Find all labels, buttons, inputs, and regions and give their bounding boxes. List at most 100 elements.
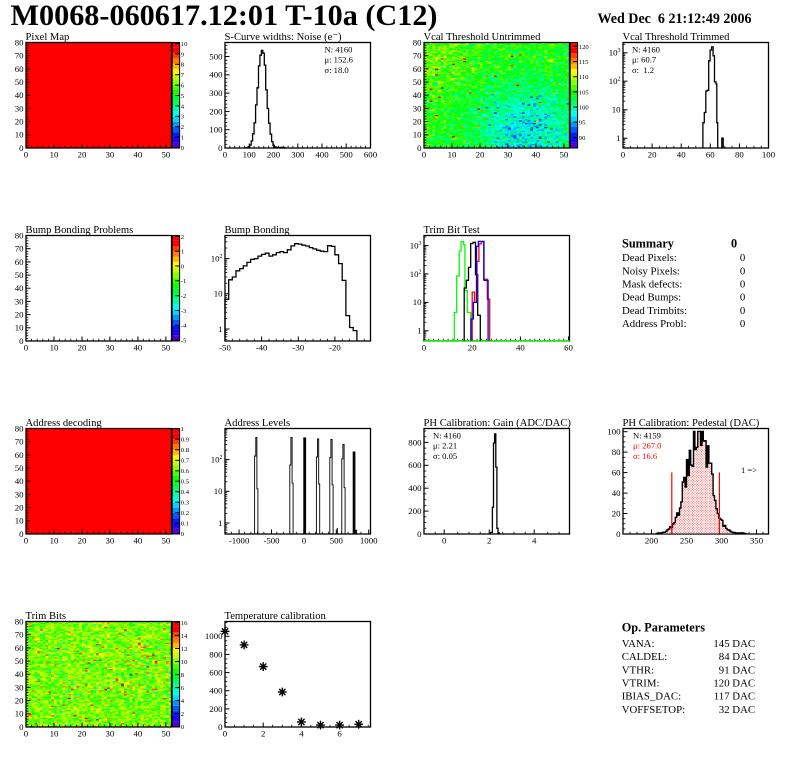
svg-text:3: 3: [181, 114, 185, 121]
svg-text:103: 103: [609, 48, 621, 58]
svg-text:95: 95: [579, 120, 586, 127]
svg-text:10: 10: [15, 709, 24, 719]
svg-text:500: 500: [330, 536, 344, 546]
svg-text:117 DAC: 117 DAC: [714, 691, 755, 703]
svg-text:6: 6: [337, 729, 342, 739]
svg-text:Dead Pixels:: Dead Pixels:: [622, 252, 677, 264]
svg-text:400: 400: [209, 70, 223, 80]
svg-text:-40: -40: [256, 343, 268, 353]
svg-text:200: 200: [209, 704, 223, 714]
svg-text:0.3: 0.3: [181, 500, 190, 507]
svg-text:5: 5: [181, 93, 185, 100]
svg-text:1: 1: [181, 135, 184, 142]
svg-text:0.7: 0.7: [181, 458, 190, 465]
svg-text:40: 40: [516, 343, 525, 353]
svg-text:10: 10: [15, 323, 24, 333]
svg-text:84 DAC: 84 DAC: [719, 651, 755, 663]
svg-text:σ: 16.6: σ: 16.6: [633, 451, 658, 461]
svg-text:Wed Dec 6 21:12:49 2006: Wed Dec 6 21:12:49 2006: [598, 11, 752, 27]
svg-text:800: 800: [209, 649, 223, 659]
svg-text:N: 4160: N: 4160: [632, 44, 660, 54]
svg-text:600: 600: [209, 668, 223, 678]
svg-text:102: 102: [211, 254, 223, 264]
svg-text:Vcal Threshold Trimmed: Vcal Threshold Trimmed: [623, 32, 731, 43]
svg-text:30: 30: [106, 343, 115, 353]
svg-text:Noisy Pixels:: Noisy Pixels:: [622, 265, 680, 277]
svg-text:102: 102: [211, 455, 223, 465]
svg-text:105: 105: [579, 89, 590, 96]
svg-text:50: 50: [162, 150, 171, 160]
svg-text:10: 10: [181, 659, 188, 666]
svg-text:10: 10: [214, 289, 223, 299]
svg-text:0: 0: [740, 305, 745, 317]
svg-text:0: 0: [24, 343, 29, 353]
svg-text:Dead Trimbits:: Dead Trimbits:: [622, 305, 687, 317]
svg-text:200: 200: [645, 536, 659, 546]
svg-text:40: 40: [677, 150, 686, 160]
svg-text:250: 250: [680, 536, 694, 546]
svg-text:90: 90: [579, 135, 586, 142]
svg-text:1 =>: 1 =>: [741, 465, 757, 475]
svg-text:0: 0: [218, 722, 223, 732]
svg-text:2: 2: [181, 711, 184, 718]
svg-text:N: 4159: N: 4159: [633, 430, 661, 440]
svg-text:120 DAC: 120 DAC: [713, 678, 755, 690]
svg-text:600: 600: [408, 460, 422, 470]
svg-text:60: 60: [15, 450, 24, 460]
svg-text:Pixel Map: Pixel Map: [26, 32, 70, 43]
svg-text:0: 0: [181, 531, 185, 538]
svg-text:30: 30: [413, 103, 422, 113]
svg-text:0: 0: [24, 150, 29, 160]
svg-text:30: 30: [106, 150, 115, 160]
svg-text:0: 0: [223, 150, 228, 160]
svg-text:Bump Bonding Problems: Bump Bonding Problems: [26, 225, 134, 236]
svg-text:40: 40: [134, 150, 143, 160]
svg-text:VTHR:: VTHR:: [622, 664, 654, 676]
svg-text:100: 100: [243, 150, 257, 160]
svg-text:20: 20: [468, 343, 477, 353]
svg-text:Address decoding: Address decoding: [26, 418, 103, 429]
svg-text:0: 0: [24, 729, 29, 739]
svg-text:400: 400: [315, 150, 329, 160]
svg-text:0.2: 0.2: [181, 510, 189, 517]
svg-text:80: 80: [15, 230, 24, 240]
svg-text:10: 10: [612, 105, 621, 115]
svg-text:200: 200: [267, 150, 281, 160]
svg-text:50: 50: [15, 463, 24, 473]
svg-text:12: 12: [181, 646, 188, 653]
svg-text:S-Curve widths: Noise (e⁻): S-Curve widths: Noise (e⁻): [225, 32, 342, 43]
svg-text:10: 10: [181, 41, 188, 48]
svg-text:20: 20: [15, 117, 24, 127]
svg-text:30: 30: [106, 536, 115, 546]
svg-text:Trim Bits: Trim Bits: [26, 611, 67, 622]
svg-text:4: 4: [532, 536, 537, 546]
svg-text:60: 60: [706, 150, 715, 160]
svg-text:-1000: -1000: [229, 536, 250, 546]
svg-text:0.1: 0.1: [181, 521, 189, 528]
svg-text:4: 4: [181, 103, 185, 110]
svg-text:-3: -3: [181, 308, 187, 315]
svg-text:50: 50: [162, 343, 171, 353]
svg-text:1: 1: [181, 426, 184, 433]
svg-text:20: 20: [15, 696, 24, 706]
svg-text:100: 100: [762, 150, 776, 160]
svg-text:110: 110: [579, 74, 589, 81]
svg-text:60: 60: [15, 257, 24, 267]
svg-text:50: 50: [560, 150, 569, 160]
svg-text:50: 50: [413, 77, 422, 87]
svg-text:0: 0: [19, 336, 24, 346]
svg-text:1: 1: [218, 518, 222, 528]
svg-text:Vcal Threshold Untrimmed: Vcal Threshold Untrimmed: [424, 32, 542, 43]
svg-text:10: 10: [15, 130, 24, 140]
svg-text:50: 50: [15, 656, 24, 666]
svg-text:20: 20: [15, 503, 24, 513]
svg-text:300: 300: [209, 88, 223, 98]
svg-text:30: 30: [504, 150, 513, 160]
svg-text:30: 30: [15, 682, 24, 692]
svg-text:40: 40: [15, 90, 24, 100]
svg-text:-2: -2: [181, 293, 187, 300]
svg-text:1000: 1000: [205, 631, 223, 641]
svg-text:1: 1: [181, 249, 184, 256]
svg-text:0: 0: [442, 536, 447, 546]
svg-text:1: 1: [616, 133, 620, 143]
